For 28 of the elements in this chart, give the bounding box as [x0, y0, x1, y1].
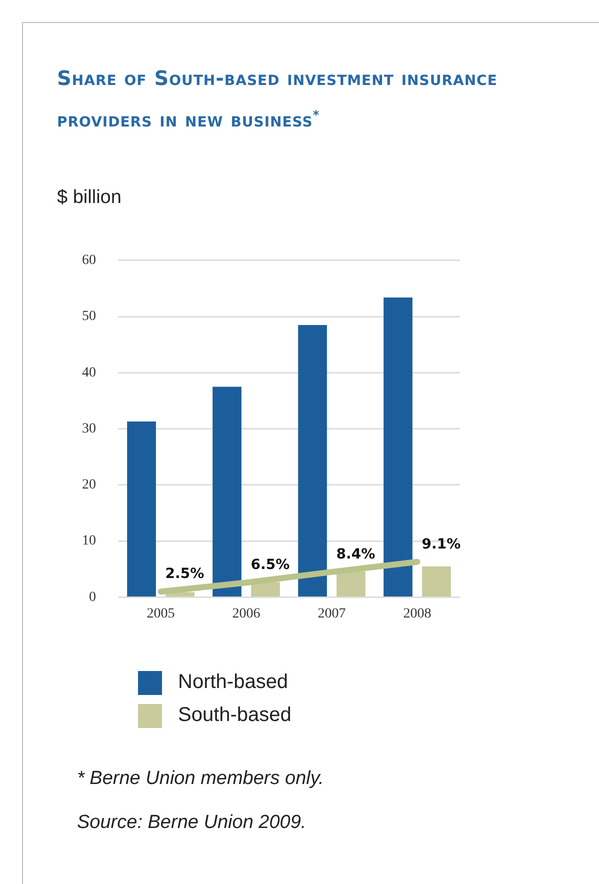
source-note: Source: Berne Union 2009.	[77, 812, 308, 834]
bar	[384, 297, 412, 596]
bar	[422, 566, 451, 596]
bar	[298, 324, 327, 596]
y-tick-label: 50	[82, 309, 96, 324]
bar	[251, 582, 280, 596]
chart-title: Share of South-based investment insurance providers in new business$^{*}$	[57, 65, 498, 134]
x-tick-label: 2007	[318, 606, 346, 622]
annotation: 9.1%	[422, 536, 461, 552]
y-axis-title: $ billion	[57, 187, 122, 209]
y-tick-label: 40	[82, 365, 96, 380]
bar	[336, 571, 366, 596]
legend-label: North-based	[178, 671, 288, 694]
bar	[127, 422, 156, 596]
x-tick-label: 2008	[403, 606, 432, 622]
annotation: 8.4%	[336, 546, 376, 563]
y-tick-label: 0	[89, 590, 96, 605]
text: * Berne Union members only.	[77, 768, 324, 790]
y-tick-label: 20	[82, 478, 96, 493]
y-tick-label: 30	[82, 421, 96, 436]
y-tick-label: 10	[82, 534, 96, 549]
x-tick-label: 2006	[232, 606, 260, 622]
legend-label: South-based	[178, 704, 292, 727]
annotation: 2.5%	[165, 566, 204, 582]
y-tick-label: 60	[82, 253, 96, 268]
x-tick-label: 2005	[146, 606, 175, 622]
bar	[212, 386, 242, 596]
annotation: 6.5%	[250, 557, 290, 574]
